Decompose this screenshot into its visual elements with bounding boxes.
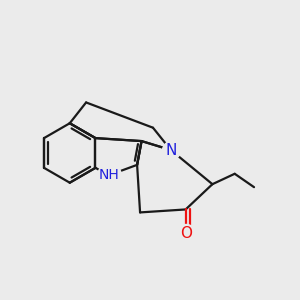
Text: N: N	[165, 142, 176, 158]
Text: O: O	[180, 226, 192, 241]
Text: NH: NH	[98, 168, 119, 182]
